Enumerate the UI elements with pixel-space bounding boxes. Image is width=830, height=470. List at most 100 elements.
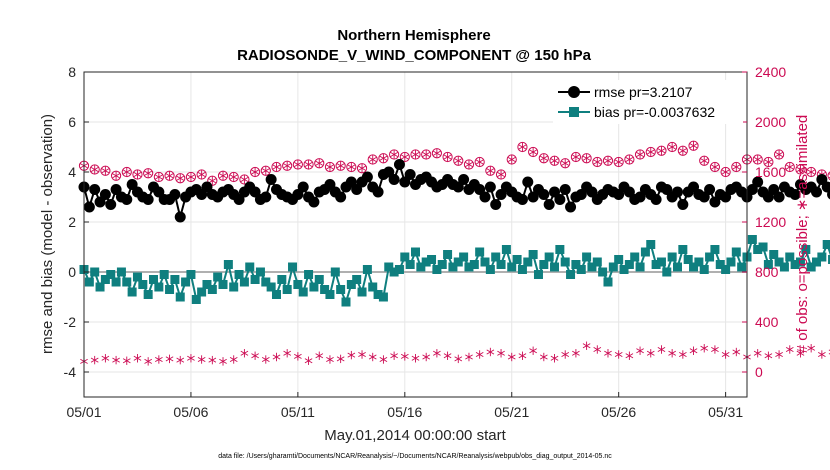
x-tick-label: 05/31 — [708, 404, 743, 420]
rmse-point — [121, 194, 133, 205]
rmse-point — [543, 199, 555, 210]
bias-point — [582, 252, 592, 262]
obs-assimilated-point — [315, 351, 324, 360]
obs-possible-point — [495, 169, 507, 180]
bias-point — [437, 260, 447, 269]
bias-point — [346, 280, 356, 289]
rmse-point — [479, 191, 491, 203]
obs-possible-point — [602, 155, 614, 166]
obs-assimilated-point — [90, 355, 99, 365]
bias-point — [747, 235, 757, 244]
obs-possible-point — [506, 154, 517, 165]
obs-assimilated-point — [807, 344, 816, 353]
bias-point — [812, 257, 822, 267]
obs-assimilated-point — [668, 349, 677, 358]
bias-point — [619, 265, 629, 274]
bias-point — [491, 252, 501, 262]
obs-assimilated-point — [454, 354, 463, 364]
obs-possible-point — [110, 170, 122, 181]
obs-possible-point — [292, 159, 303, 170]
obs-assimilated-point — [304, 356, 313, 365]
bias-point — [288, 262, 298, 272]
obs-assimilated-point — [593, 345, 602, 354]
obs-possible-point — [549, 155, 560, 166]
obs-possible-point — [164, 170, 175, 181]
bias-point — [721, 265, 731, 274]
obs-assimilated-point — [582, 341, 591, 350]
bias-point — [95, 282, 105, 292]
obs-possible-point — [677, 145, 688, 156]
bias-point — [165, 285, 175, 294]
rmse-point — [554, 194, 566, 205]
legend-rmse-label: rmse pr=3.2107 — [594, 84, 693, 100]
bias-point — [271, 290, 281, 299]
bias-point — [828, 255, 830, 264]
obs-possible-point — [399, 151, 410, 163]
bias-point — [443, 250, 453, 259]
obs-assimilated-point — [187, 354, 195, 363]
bias-point — [587, 262, 597, 272]
bias-point — [106, 270, 116, 279]
obs-possible-point — [260, 165, 271, 176]
rmse-point — [297, 181, 309, 193]
obs-assimilated-point — [390, 351, 398, 360]
obs-possible-point — [634, 149, 646, 160]
obs-possible-point — [314, 158, 325, 169]
obs-possible-point — [421, 149, 432, 160]
y-axis-right-ticks: 0 400 800 1200 1600 2000 2400 — [742, 64, 786, 380]
rmse-point — [404, 169, 416, 180]
obs-possible-point — [699, 155, 710, 166]
obs-possible-point — [474, 156, 485, 168]
bias-point — [544, 252, 554, 262]
obs-assimilated-point — [133, 354, 142, 363]
obs-possible-point — [185, 171, 197, 183]
obs-possible-point — [624, 154, 635, 165]
bias-point — [453, 257, 463, 267]
bias-point — [320, 285, 330, 294]
bias-point — [801, 245, 811, 254]
rmse-point — [99, 189, 111, 200]
bias-point — [662, 267, 672, 277]
x-tick-label: 05/11 — [281, 404, 315, 420]
y-tick-label: 6 — [68, 114, 76, 130]
bias-point — [715, 260, 725, 269]
bias-point — [614, 255, 624, 264]
rmse-point — [83, 201, 95, 213]
obs-assimilated-point — [817, 350, 826, 359]
bias-point — [357, 287, 367, 297]
bias-point — [469, 260, 479, 269]
obs-possible-point — [763, 156, 774, 168]
obs-possible-point — [89, 164, 100, 175]
obs-assimilated-point — [475, 350, 484, 359]
bias-point — [293, 280, 303, 289]
obs-assimilated-point — [294, 352, 302, 361]
y-tick-label: 0 — [68, 264, 76, 280]
bias-point — [84, 277, 94, 287]
bias-point — [758, 242, 768, 252]
obs-possible-point — [592, 156, 603, 168]
bias-point — [202, 280, 212, 289]
bias-point — [517, 265, 527, 274]
bias-point — [149, 275, 159, 284]
obs-possible-point — [442, 151, 453, 163]
bias-point — [523, 257, 533, 267]
bias-point — [763, 260, 773, 269]
rmse-point — [372, 186, 384, 198]
bias-point — [341, 297, 351, 307]
obs-assimilated-point — [657, 345, 666, 354]
bias-point — [175, 292, 185, 302]
bias-point — [501, 245, 511, 254]
bias-point — [336, 285, 346, 294]
x-tick-label: 05/26 — [601, 404, 636, 420]
bias-point — [261, 277, 271, 287]
bias-point — [277, 275, 287, 284]
obs-assimilated-point — [122, 356, 131, 365]
obs-assimilated-point — [251, 351, 259, 360]
rmse-point — [89, 184, 101, 195]
bias-point — [191, 295, 201, 304]
rmse-point — [335, 191, 347, 203]
obs-assimilated-point — [486, 347, 495, 357]
bias-point — [539, 260, 549, 269]
obs-assimilated-point — [347, 350, 356, 360]
bias-point — [710, 245, 720, 254]
